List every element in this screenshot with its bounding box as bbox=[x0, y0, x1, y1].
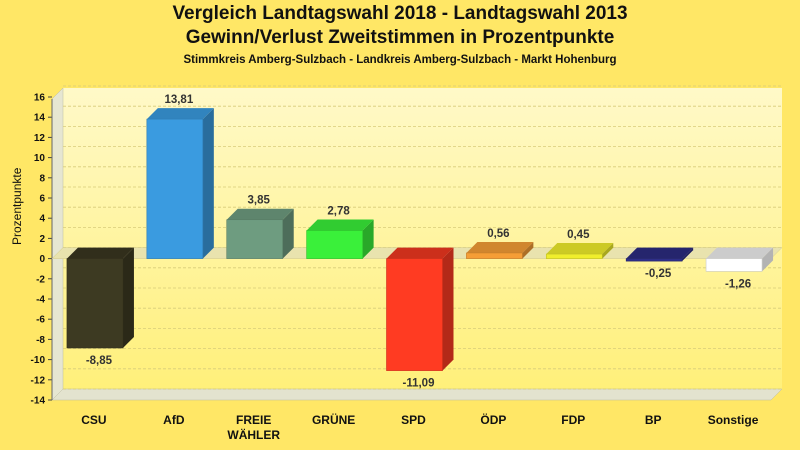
chart-subtitle: Gewinn/Verlust Zweitstimmen in Prozentpu… bbox=[185, 27, 615, 48]
x-tick-label: ÖDP bbox=[480, 412, 506, 427]
y-tick-label: -4 bbox=[36, 295, 45, 306]
y-tick-label: 8 bbox=[39, 173, 45, 184]
bar-top-ödp bbox=[466, 241, 534, 253]
bar-sonstige bbox=[705, 258, 763, 272]
y-tick-label: 0 bbox=[39, 254, 45, 265]
bar-side-freie-wähler bbox=[282, 208, 294, 259]
x-tick-label: FDP bbox=[561, 413, 585, 427]
bar-spd bbox=[386, 258, 443, 371]
y-tick-label: 4 bbox=[39, 214, 45, 225]
y-tick-label: -6 bbox=[36, 315, 45, 326]
bar-side-spd bbox=[442, 247, 454, 371]
x-tick-label: BP bbox=[645, 413, 662, 427]
plot-floor bbox=[51, 388, 783, 401]
bar-top-sonstige bbox=[706, 247, 774, 259]
bar-bp bbox=[625, 258, 683, 262]
plot-back-wall bbox=[63, 88, 782, 389]
y-tick-label: -8 bbox=[36, 335, 45, 346]
x-tick-label: SPD bbox=[401, 413, 426, 427]
bar-ödp bbox=[466, 252, 523, 259]
bar-top-bp bbox=[626, 247, 694, 259]
bar-top-spd bbox=[386, 247, 454, 259]
bar-top-csu bbox=[66, 247, 134, 259]
data-label: 13,81 bbox=[164, 94, 193, 106]
y-tick-label: -10 bbox=[31, 355, 46, 366]
plot-left-wall bbox=[51, 87, 64, 401]
data-label: -0,25 bbox=[645, 268, 672, 280]
y-tick-label: 6 bbox=[39, 194, 45, 205]
bar-top-afd bbox=[146, 108, 214, 120]
y-tick-label: 2 bbox=[39, 234, 45, 245]
data-label: -1,26 bbox=[725, 278, 751, 290]
bar-fdp bbox=[545, 253, 603, 259]
bar-freie-wähler bbox=[226, 219, 284, 259]
x-tick-label: FREIE WÄHLER bbox=[227, 413, 280, 442]
bar-grüne bbox=[306, 230, 363, 259]
chart-region-subtitle: Stimmkreis Amberg-Sulzbach - Landkreis A… bbox=[183, 54, 617, 66]
y-tick-label: 10 bbox=[34, 153, 46, 164]
bar-top-freie-wähler bbox=[226, 208, 294, 220]
y-tick-label: 16 bbox=[34, 93, 46, 104]
bar-side-grüne bbox=[362, 219, 374, 259]
data-label: 3,85 bbox=[248, 195, 271, 207]
bar-side-bp bbox=[682, 247, 694, 262]
bar-top-grüne bbox=[306, 219, 374, 231]
bar-side-ödp bbox=[522, 241, 534, 259]
data-label: 2,78 bbox=[327, 206, 350, 218]
data-label: 0,56 bbox=[487, 228, 509, 240]
bar-side-csu bbox=[122, 247, 134, 348]
x-tick-label: Sonstige bbox=[708, 413, 759, 427]
y-tick-label: -14 bbox=[31, 396, 46, 407]
y-tick-label: -12 bbox=[31, 375, 46, 386]
y-tick-label: -2 bbox=[36, 274, 45, 285]
bar-side-afd bbox=[202, 108, 214, 259]
chart-title: Vergleich Landtagswahl 2018 - Landtagswa… bbox=[172, 3, 628, 24]
data-label: -11,09 bbox=[403, 378, 435, 390]
x-tick-label: CSU bbox=[81, 413, 106, 427]
y-tick-label: 12 bbox=[34, 133, 46, 144]
bar-afd bbox=[146, 118, 204, 259]
x-tick-label: AfD bbox=[163, 413, 185, 427]
bar-csu bbox=[66, 258, 124, 349]
bar-top-fdp bbox=[546, 243, 614, 255]
x-tick-label: GRÜNE bbox=[312, 412, 355, 427]
y-tick-label: 14 bbox=[34, 113, 46, 124]
bar-side-fdp bbox=[602, 243, 614, 259]
data-label: -8,85 bbox=[86, 355, 113, 367]
data-label: 0,45 bbox=[567, 229, 590, 241]
bar-side-sonstige bbox=[762, 247, 774, 272]
